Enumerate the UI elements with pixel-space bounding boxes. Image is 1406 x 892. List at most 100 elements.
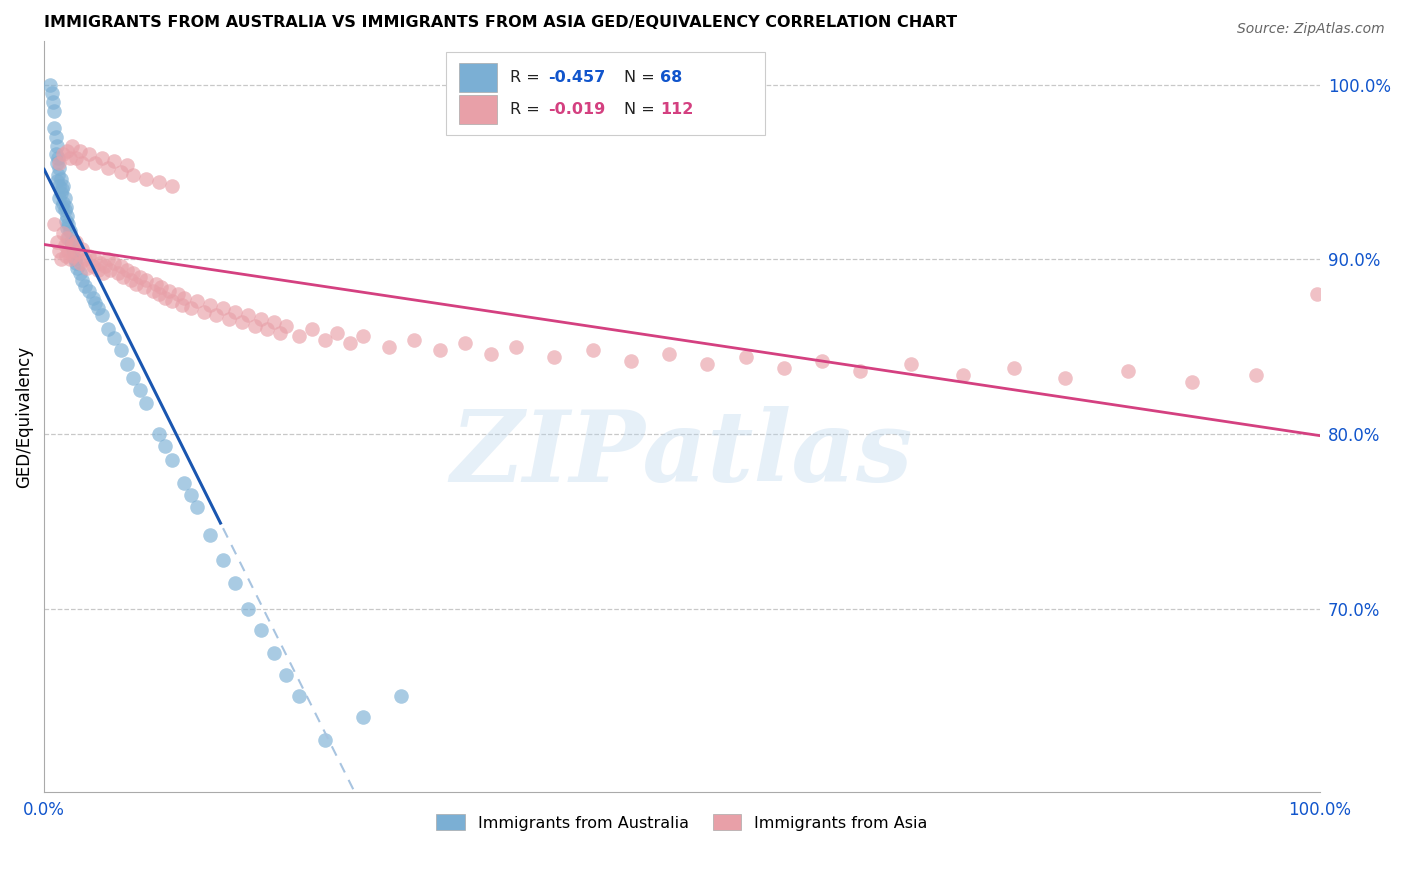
Point — [77, 147, 100, 161]
Point — [243, 318, 266, 333]
Point — [173, 291, 195, 305]
Point — [198, 528, 221, 542]
Point — [288, 689, 311, 703]
Point — [53, 203, 76, 218]
Point — [110, 343, 132, 358]
Point — [256, 322, 278, 336]
Point — [69, 266, 91, 280]
Point — [62, 244, 84, 258]
Point — [90, 151, 112, 165]
Point — [56, 209, 79, 223]
Point — [132, 280, 155, 294]
Point — [55, 249, 77, 263]
Point — [849, 364, 872, 378]
Point — [103, 154, 125, 169]
Point — [402, 333, 425, 347]
Y-axis label: GED/Equivalency: GED/Equivalency — [15, 345, 32, 488]
Point — [100, 262, 122, 277]
Point — [122, 266, 145, 280]
Point — [46, 151, 69, 165]
Point — [224, 304, 246, 318]
Point — [148, 427, 170, 442]
Point — [45, 174, 67, 188]
Point — [339, 336, 361, 351]
Point — [55, 214, 77, 228]
Point — [1053, 371, 1076, 385]
Point — [224, 575, 246, 590]
Point — [173, 475, 195, 490]
Point — [135, 395, 157, 409]
Point — [1118, 364, 1140, 378]
Point — [107, 266, 129, 280]
Text: N =: N = — [624, 102, 661, 117]
Point — [48, 156, 70, 170]
Point — [51, 200, 73, 214]
Point — [1306, 287, 1329, 301]
Point — [193, 304, 215, 318]
Point — [276, 668, 298, 682]
Point — [167, 287, 190, 301]
Point — [97, 252, 120, 267]
Point — [326, 326, 349, 340]
Text: R =: R = — [510, 70, 544, 86]
Point — [42, 95, 65, 109]
Point — [55, 200, 77, 214]
Legend: Immigrants from Australia, Immigrants from Asia: Immigrants from Australia, Immigrants fr… — [430, 807, 934, 837]
Point — [696, 357, 718, 371]
Point — [543, 350, 565, 364]
Point — [180, 301, 202, 316]
Point — [160, 453, 183, 467]
Point — [59, 235, 82, 249]
Text: R =: R = — [510, 102, 544, 117]
Point — [505, 340, 527, 354]
Point — [52, 196, 75, 211]
Point — [186, 294, 208, 309]
Point — [581, 343, 603, 358]
Point — [135, 172, 157, 186]
Point — [620, 353, 643, 368]
Point — [69, 144, 91, 158]
Point — [120, 273, 142, 287]
Point — [84, 296, 107, 310]
Point — [84, 156, 107, 170]
Point — [377, 340, 399, 354]
Point — [65, 235, 87, 249]
Point — [52, 147, 75, 161]
Point — [45, 156, 67, 170]
Point — [773, 360, 796, 375]
Point — [352, 710, 374, 724]
Point — [53, 238, 76, 252]
Text: ZIPatlas: ZIPatlas — [451, 406, 912, 502]
Point — [73, 278, 96, 293]
Point — [77, 284, 100, 298]
Point — [73, 252, 96, 267]
Point — [160, 178, 183, 193]
Point — [115, 357, 138, 371]
Point — [46, 169, 69, 183]
Point — [49, 186, 72, 200]
Point — [62, 249, 84, 263]
Point — [84, 252, 107, 267]
Point — [148, 176, 170, 190]
Point — [59, 151, 82, 165]
Point — [45, 235, 67, 249]
Point — [90, 308, 112, 322]
Point — [41, 87, 63, 101]
Point — [128, 269, 150, 284]
Point — [82, 260, 104, 274]
Point — [86, 301, 108, 316]
Point — [60, 238, 83, 252]
Point — [82, 291, 104, 305]
Point — [205, 308, 228, 322]
Point — [53, 191, 76, 205]
Point — [110, 260, 132, 274]
Point — [60, 238, 83, 252]
Point — [811, 353, 834, 368]
Point — [48, 178, 70, 193]
Point — [479, 347, 502, 361]
Point — [128, 384, 150, 398]
Point — [65, 256, 87, 270]
Point — [263, 646, 285, 660]
Point — [658, 347, 681, 361]
Point — [45, 138, 67, 153]
